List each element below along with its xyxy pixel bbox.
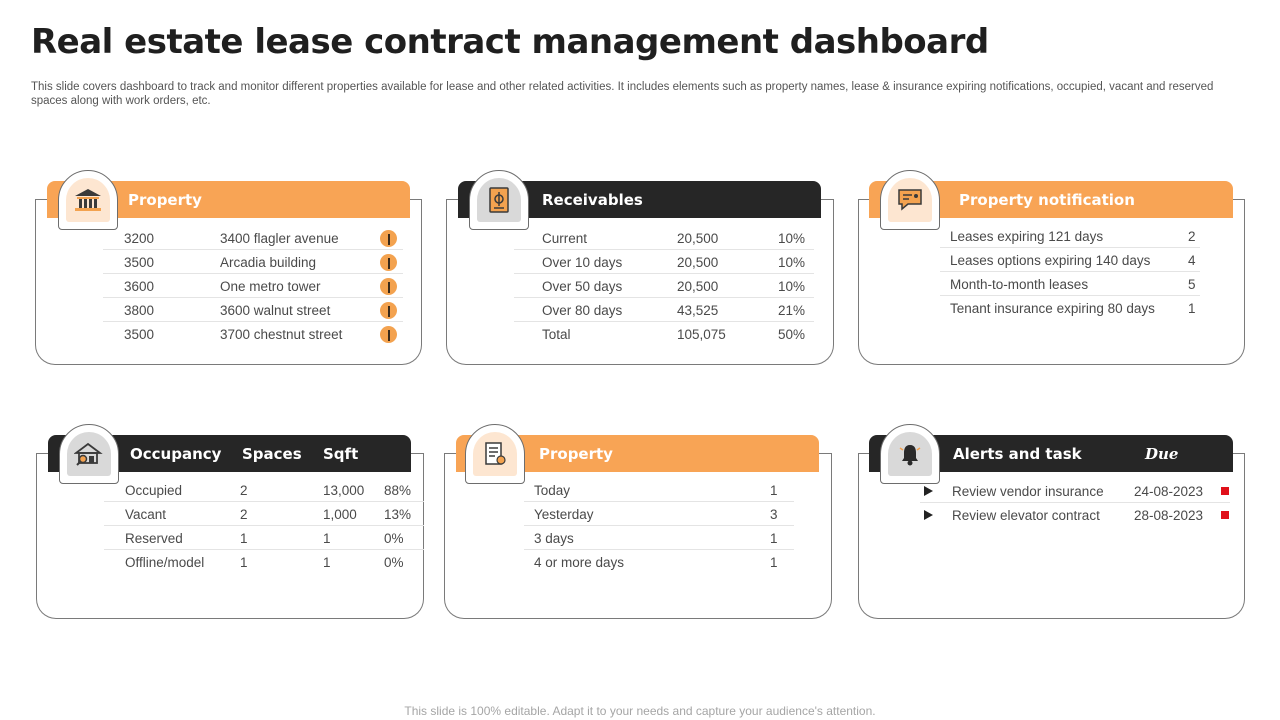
card-title: Alerts and task [953,444,1082,463]
list-item: Review elevator contract 28-08-2023 [920,503,1230,527]
play-icon [924,486,933,496]
card-badge [880,424,940,484]
card-title: Property notification [959,190,1135,209]
card-frame [858,453,1245,619]
occupancy-table: Occupied 2 13,000 88% Vacant 2 1,000 13%… [104,478,424,574]
list-item: 3200 3400 flagler avenue [103,226,403,250]
list-item: 4 or more days 1 [534,555,778,570]
table-row: Offline/model 1 1 0% [125,555,404,570]
list-item: Leases options expiring 140 days 4 [940,248,1200,272]
footer-note: This slide is 100% editable. Adapt it to… [404,704,876,718]
list-item: Today 1 [524,478,794,502]
list-item: Leases expiring 121 days 2 [940,224,1200,248]
notification-list: Leases expiring 121 days 2 Leases option… [940,224,1200,320]
building-icon [75,189,101,211]
card-badge [59,424,119,484]
bell-icon [899,445,921,466]
occupancy-header: Occupancy [130,444,222,463]
list-item: 3500 3700 chestnut street [103,322,403,346]
orders-list: Today 1 Yesterday 3 3 days 1 4 or more d… [524,478,794,574]
alerts-card: Alerts and task Due Review vendor insura… [858,424,1245,619]
pin-icon [380,326,397,343]
list-item: Tenant insurance expiring 80 days 1 [950,301,1196,316]
property-orders-card: Property Today 1 Yesterday 3 3 days 1 4 … [444,424,832,619]
card-badge [469,170,529,230]
card-frame [858,199,1245,365]
property-list: 3200 3400 flagler avenue 3500 Arcadia bu… [103,226,403,346]
table-row: Over 80 days 43,525 21% [514,298,814,322]
card-badge [58,170,118,230]
notification-card: Property notification Leases expiring 12… [858,170,1245,365]
table-row: Vacant 2 1,000 13% [104,502,424,526]
card-title: Property [128,190,202,209]
table-row: Over 10 days 20,500 10% [514,250,814,274]
list-item: Review vendor insurance 24-08-2023 [920,479,1230,503]
table-row: Occupied 2 13,000 88% [104,478,424,502]
house-search-icon [74,442,103,466]
card-frame [446,199,834,365]
list-item: 3600 One metro tower [103,274,403,298]
table-row: Total 105,075 50% [542,327,806,342]
property-card: Property 3200 3400 flagler avenue 3500 A… [35,170,422,365]
card-frame [35,199,422,365]
chat-notification-icon [898,189,922,211]
invoice-icon [489,187,509,213]
document-icon [485,442,506,465]
list-item: 3800 3600 walnut street [103,298,403,322]
receivables-card: Receivables Current 20,500 10% Over 10 d… [446,170,834,365]
pin-icon [380,302,397,319]
card-frame [36,453,424,619]
alert-flag-icon [1221,487,1229,495]
sqft-header: Sqft [323,444,359,463]
card-frame [444,453,832,619]
play-icon [924,510,933,520]
page-title: Real estate lease contract management da… [31,22,989,62]
table-row: Current 20,500 10% [514,226,814,250]
list-item: 3 days 1 [524,526,794,550]
spaces-header: Spaces [242,444,302,463]
card-title: Property [539,444,613,463]
card-badge [880,170,940,230]
table-row: Over 50 days 20,500 10% [514,274,814,298]
receivables-table: Current 20,500 10% Over 10 days 20,500 1… [514,226,814,346]
list-item: Yesterday 3 [524,502,794,526]
pin-icon [380,230,397,247]
pin-icon [380,254,397,271]
list-item: 3500 Arcadia building [103,250,403,274]
table-row: Reserved 1 1 0% [104,526,424,550]
page-subtitle: This slide covers dashboard to track and… [31,81,1214,107]
alert-flag-icon [1221,511,1229,519]
pin-icon [380,278,397,295]
due-header: Due [1145,444,1179,463]
card-title: Receivables [542,190,643,209]
occupancy-card: Occupancy Spaces Sqft Occupied 2 13,000 … [36,424,424,619]
card-badge [465,424,525,484]
list-item: Month-to-month leases 5 [940,272,1200,296]
task-list: Review vendor insurance 24-08-2023 Revie… [920,479,1230,527]
